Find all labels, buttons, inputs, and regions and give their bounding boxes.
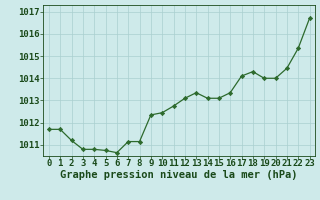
X-axis label: Graphe pression niveau de la mer (hPa): Graphe pression niveau de la mer (hPa) <box>60 170 298 180</box>
